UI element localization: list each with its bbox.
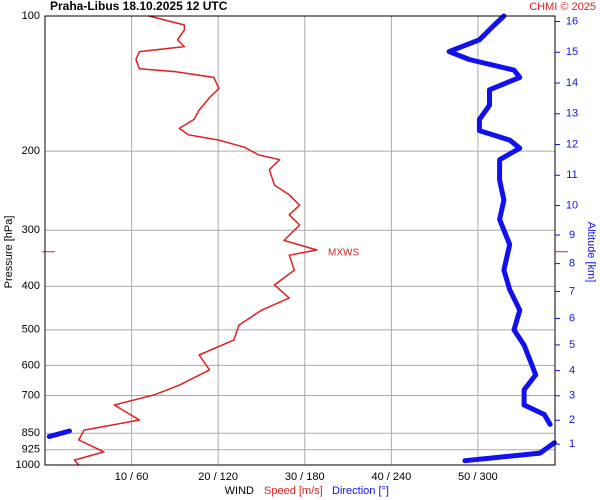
plot-frame [44, 15, 556, 466]
y-tick-label: 1000 [16, 459, 40, 471]
y2-tick-label: 16 [566, 15, 578, 27]
y-tick-label: 925 [22, 444, 40, 456]
y2-tick-label: 12 [566, 138, 578, 150]
y-axis-label: Pressure [hPa] [3, 216, 15, 289]
x-tick-label: 10 / 60 [115, 471, 149, 483]
annotation: MXWS [328, 247, 359, 258]
y2-tick-label: 15 [566, 46, 578, 58]
x-axis-label: Speed [m/s] [264, 485, 323, 497]
x-tick-label: 20 / 120 [198, 471, 238, 483]
y2-tick-label: 7 [569, 285, 575, 297]
y2-tick-label: 4 [569, 365, 575, 377]
y2-tick-label: 14 [566, 77, 578, 89]
wind-line [73, 15, 318, 466]
y2-tick-label: 8 [569, 258, 575, 270]
y2-tick-label: 1 [569, 438, 575, 450]
y-tick-label: 300 [22, 224, 40, 236]
wind-line [46, 13, 557, 464]
y2-tick-label: 3 [569, 390, 575, 402]
x-tick-label: 30 / 180 [285, 471, 325, 483]
y2-tick-label: 9 [569, 229, 575, 241]
y-tick-label: 700 [22, 389, 40, 401]
x-tick-label: 40 / 240 [371, 471, 411, 483]
y-tick-label: 500 [22, 324, 40, 336]
y2-tick-label: 11 [566, 169, 577, 181]
y-tick-label: 100 [22, 10, 40, 22]
y2-axis-label: Altitude [km] [585, 222, 597, 283]
y-tick-label: 850 [22, 427, 40, 439]
y-tick-label: 400 [22, 280, 40, 292]
chart-title: Praha-Libus 18.10.2025 12 UTC [50, 0, 228, 13]
credit: CHMI © 2025 [529, 1, 596, 13]
y2-tick-label: 13 [566, 108, 578, 120]
x-tick-label: 50 / 300 [458, 471, 498, 483]
x-axis-label: Direction [°] [332, 485, 389, 497]
y-tick-label: 600 [22, 359, 40, 371]
y-tick-label: 200 [22, 145, 40, 157]
y2-tick-label: 6 [569, 312, 575, 324]
y2-tick-label: 10 [566, 199, 578, 211]
y2-tick-label: 2 [569, 414, 575, 426]
x-axis-label: WIND [225, 485, 254, 497]
y2-tick-label: 5 [569, 339, 575, 351]
